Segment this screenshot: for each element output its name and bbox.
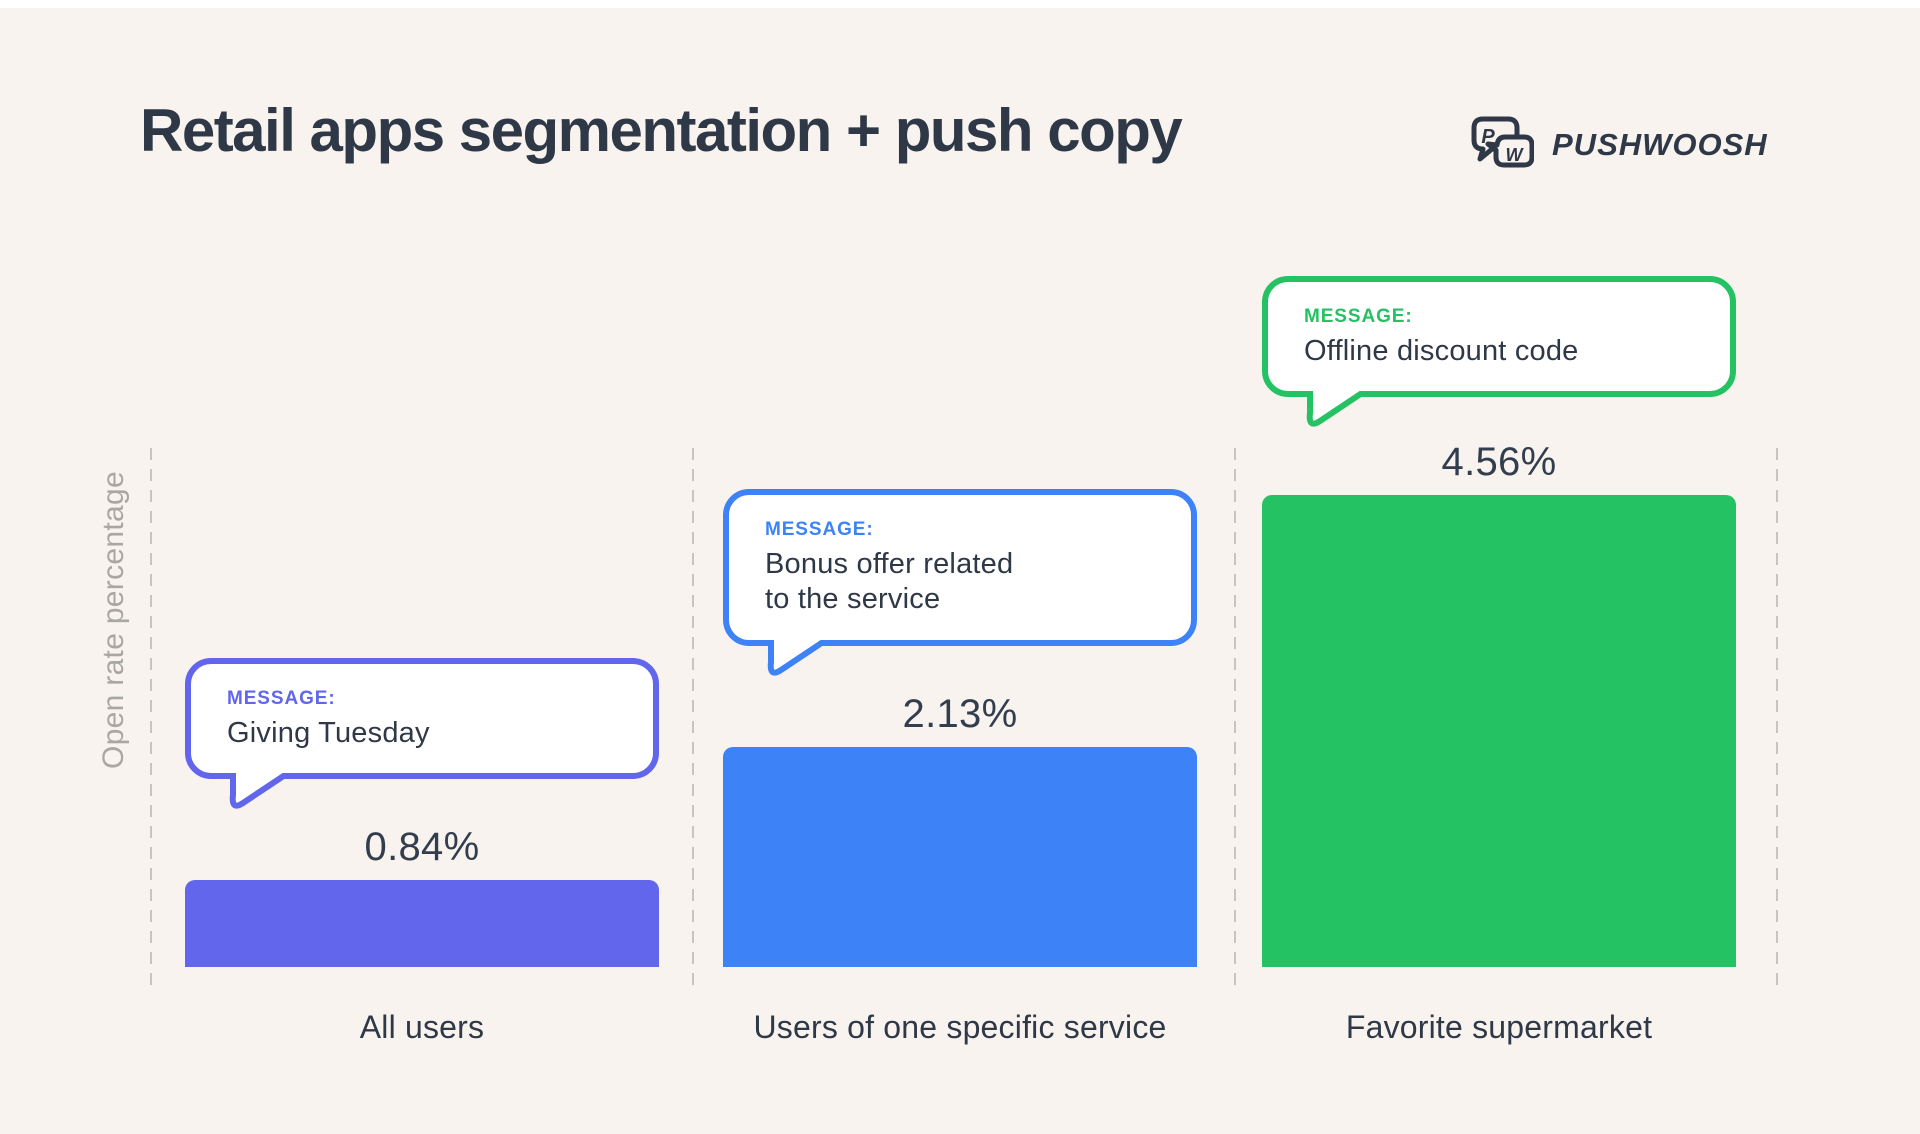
chart-column-favorite-supermarket: MESSAGE: Offline discount code 4.56% Fav… xyxy=(1262,0,1736,1134)
logo-letter-w: W xyxy=(1506,145,1525,165)
bubble-tail-icon xyxy=(229,773,291,809)
bubble-tail-icon xyxy=(767,639,829,676)
message-text: Offline discount code xyxy=(1304,335,1579,367)
category-label-all-users: All users xyxy=(359,1009,485,1045)
dashed-gridline xyxy=(692,448,694,985)
dashed-gridline xyxy=(1776,448,1778,985)
chart-column-all-users: MESSAGE: Giving Tuesday 0.84% All users xyxy=(185,0,659,1134)
bar-value-label: 4.56% xyxy=(1441,440,1557,484)
bar-all-users xyxy=(185,880,659,967)
category-label-favorite-supermarket: Favorite supermarket xyxy=(1345,1009,1653,1045)
message-bubble-specific-service: MESSAGE: Bonus offer related to the serv… xyxy=(723,489,1197,676)
message-text: Bonus offer related to the service xyxy=(765,548,1014,616)
message-label: MESSAGE: xyxy=(227,688,336,709)
category-label-specific-service: Users of one specific service xyxy=(753,1009,1167,1045)
message-label: MESSAGE: xyxy=(765,519,874,540)
dashed-gridline xyxy=(1234,448,1236,985)
page-title: Retail apps segmentation + push copy xyxy=(140,97,1183,164)
message-text: Giving Tuesday xyxy=(227,717,430,749)
bar-value-label: 0.84% xyxy=(364,825,480,869)
chart-column-specific-service: MESSAGE: Bonus offer related to the serv… xyxy=(723,0,1197,1134)
pushwoosh-logo-text: PUSHWOOSH xyxy=(1552,127,1768,162)
bar-favorite-supermarket xyxy=(1262,495,1736,967)
y-axis-label: Open rate percentage xyxy=(97,471,130,769)
logo-w-bubble xyxy=(1485,134,1534,168)
top-edge-strip xyxy=(0,0,1920,8)
dashed-gridline xyxy=(150,448,152,985)
message-label: MESSAGE: xyxy=(1304,306,1413,327)
pushwoosh-logo: P W PUSHWOOSH xyxy=(1468,116,1768,174)
pushwoosh-logo-icon: P W xyxy=(1471,116,1534,168)
bar-specific-service xyxy=(723,747,1197,967)
message-bubble-favorite-supermarket: MESSAGE: Offline discount code xyxy=(1262,276,1736,427)
message-bubble-all-users: MESSAGE: Giving Tuesday xyxy=(185,658,659,809)
bubble-tail-icon xyxy=(1306,391,1368,427)
bar-value-label: 2.13% xyxy=(902,692,1018,736)
